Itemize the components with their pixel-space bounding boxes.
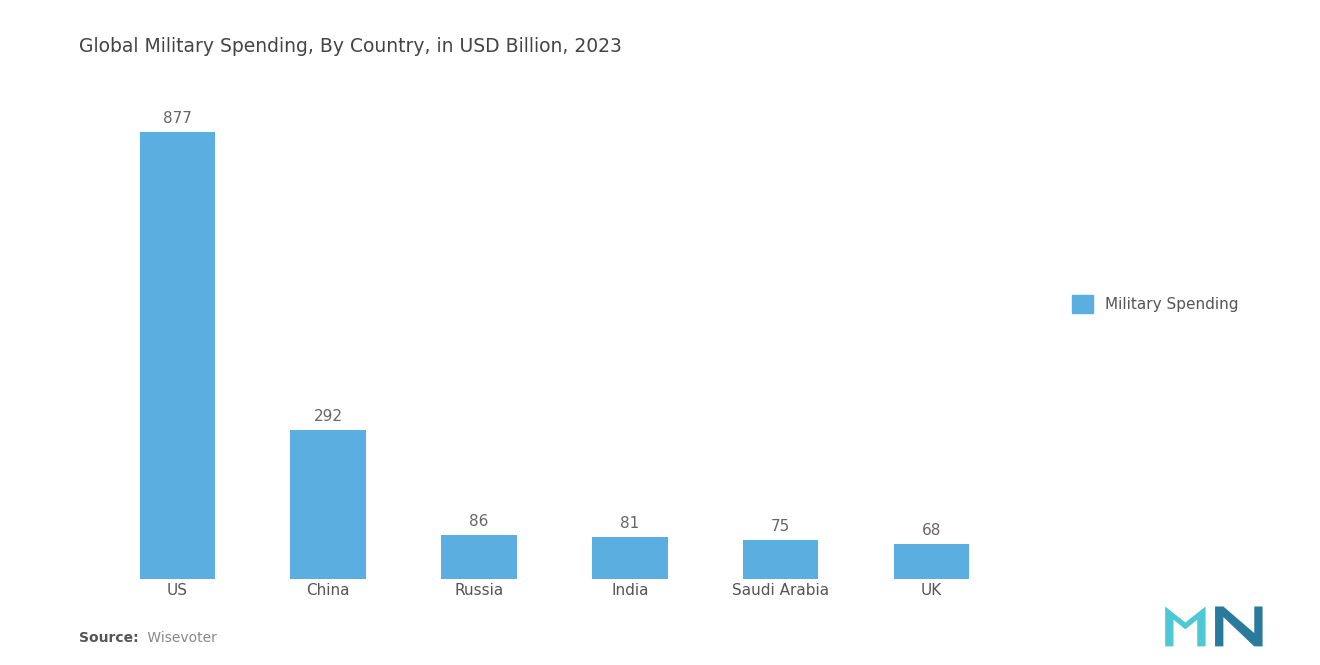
Text: 877: 877 xyxy=(162,111,191,126)
Bar xyxy=(894,544,969,579)
Polygon shape xyxy=(1166,606,1205,646)
Polygon shape xyxy=(1214,606,1262,646)
Text: Global Military Spending, By Country, in USD Billion, 2023: Global Military Spending, By Country, in… xyxy=(79,37,622,56)
Bar xyxy=(743,541,818,579)
Text: Source:: Source: xyxy=(79,631,139,645)
Text: 292: 292 xyxy=(314,409,343,424)
Text: Wisevoter: Wisevoter xyxy=(143,631,216,645)
Text: 81: 81 xyxy=(620,516,639,531)
Text: 86: 86 xyxy=(470,513,488,529)
Bar xyxy=(290,430,366,579)
Bar xyxy=(441,535,516,579)
Text: 75: 75 xyxy=(771,519,791,534)
Legend: Military Spending: Military Spending xyxy=(1065,289,1245,319)
Text: 68: 68 xyxy=(921,523,941,538)
Bar xyxy=(593,537,668,579)
Bar xyxy=(140,132,215,579)
